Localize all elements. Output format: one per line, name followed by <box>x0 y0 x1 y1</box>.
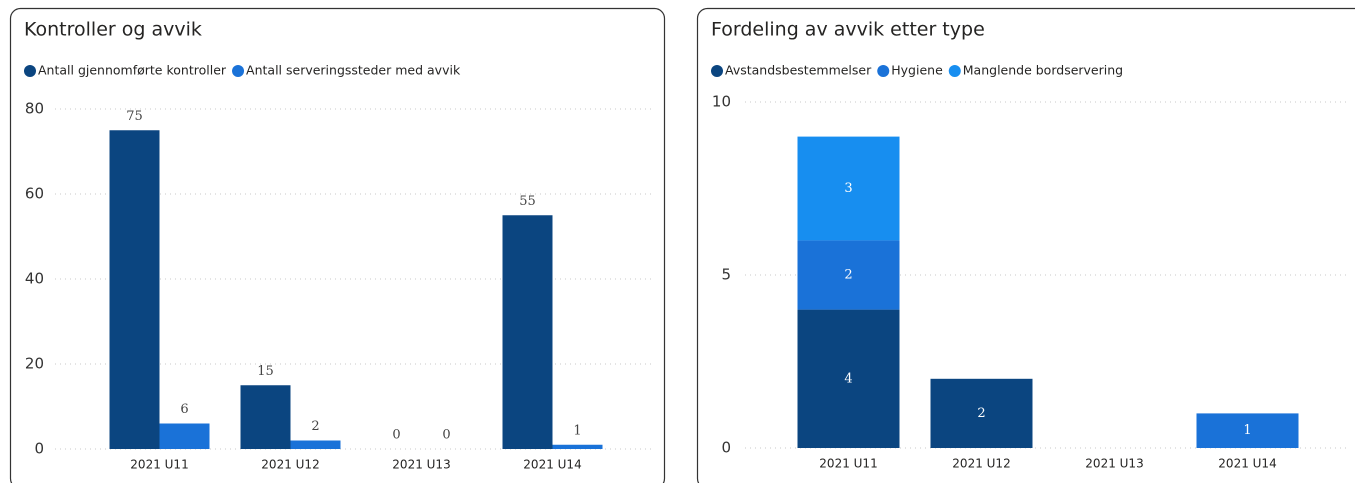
y-tick-label: 80 <box>25 100 44 118</box>
data-label: 3 <box>844 181 852 196</box>
x-tick-label: 2021 U13 <box>392 458 450 472</box>
data-label: 4 <box>844 371 852 386</box>
legend-marker <box>232 65 245 77</box>
y-tick-label: 0 <box>721 439 731 457</box>
x-tick-label: 2021 U13 <box>1085 457 1143 471</box>
legend-marker <box>24 65 36 77</box>
y-tick-label: 5 <box>721 266 731 284</box>
bar <box>109 130 160 449</box>
bar <box>502 215 553 449</box>
x-tick-label: 2021 U14 <box>1218 457 1276 471</box>
legend-label: Manglende bordservering <box>963 63 1123 78</box>
legend-label: Antall serveringssteder med avvik <box>246 63 461 78</box>
x-tick-label: 2021 U11 <box>130 458 188 472</box>
data-label: 15 <box>257 364 274 379</box>
bar-segment <box>1196 413 1299 448</box>
bar-segment <box>797 309 900 448</box>
data-label: 1 <box>1243 423 1251 438</box>
y-tick-label: 0 <box>34 440 44 458</box>
y-tick-label: 20 <box>25 355 44 373</box>
legend-marker <box>948 65 961 77</box>
chart-title: Kontroller og avvik <box>24 19 202 41</box>
legend-label: Antall gjennomførte kontroller <box>38 63 227 78</box>
legend-marker <box>877 65 890 77</box>
bar <box>240 385 291 449</box>
legend-label: Avstandsbestemmelser <box>725 63 872 78</box>
y-tick-label: 10 <box>712 93 731 111</box>
x-tick-label: 2021 U11 <box>819 457 877 471</box>
chart-title: Fordeling av avvik etter type <box>711 19 985 41</box>
data-label: 0 <box>442 428 450 443</box>
data-label: 75 <box>126 109 143 124</box>
panel <box>9 7 666 483</box>
data-label: 2 <box>977 406 985 421</box>
legend-marker <box>711 65 723 77</box>
x-tick-label: 2021 U12 <box>952 457 1010 471</box>
bar-segment <box>930 378 1033 448</box>
bar <box>159 423 210 449</box>
x-tick-label: 2021 U12 <box>261 458 319 472</box>
data-label: 1 <box>573 423 581 438</box>
legend-label: Hygiene <box>891 63 943 78</box>
y-tick-label: 40 <box>25 270 44 288</box>
data-label: 2 <box>844 268 852 283</box>
bar <box>290 440 341 449</box>
bar-segment <box>797 136 900 241</box>
data-label: 0 <box>392 428 400 443</box>
x-tick-label: 2021 U14 <box>523 458 581 472</box>
data-label: 6 <box>180 402 188 417</box>
data-label: 55 <box>519 194 536 209</box>
data-label: 2 <box>311 419 319 434</box>
bar-segment <box>797 240 900 310</box>
bar <box>552 444 603 449</box>
y-tick-label: 60 <box>25 185 44 203</box>
